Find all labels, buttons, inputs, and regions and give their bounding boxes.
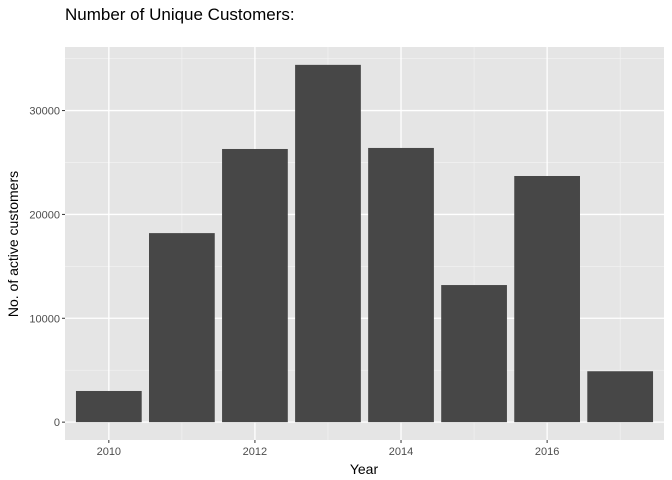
- bar-2013: [295, 64, 361, 423]
- y-tick-label: 20000: [29, 209, 60, 221]
- bar-2011: [149, 233, 215, 423]
- bar-2016: [514, 175, 580, 423]
- bar-2014: [368, 147, 434, 423]
- y-tick-label: 30000: [29, 106, 60, 118]
- y-axis-title: No. of active customers: [5, 171, 21, 317]
- y-axis: 0 10000 20000 30000: [29, 106, 65, 429]
- chart-title: Number of Unique Customers:: [65, 5, 295, 24]
- x-tick-label: 2012: [243, 446, 267, 458]
- x-axis: 2010 2012 2014 2016: [97, 440, 559, 458]
- y-tick-label: 0: [54, 417, 60, 429]
- x-tick-label: 2016: [535, 446, 559, 458]
- bar-2012: [222, 148, 288, 423]
- bar-2010: [75, 390, 142, 423]
- x-tick-label: 2010: [97, 446, 121, 458]
- x-axis-title: Year: [350, 461, 379, 477]
- bar-2017: [587, 371, 654, 423]
- bars: [75, 64, 654, 423]
- y-tick-label: 10000: [29, 313, 60, 325]
- bar-2015: [441, 285, 507, 423]
- x-tick-label: 2014: [389, 446, 413, 458]
